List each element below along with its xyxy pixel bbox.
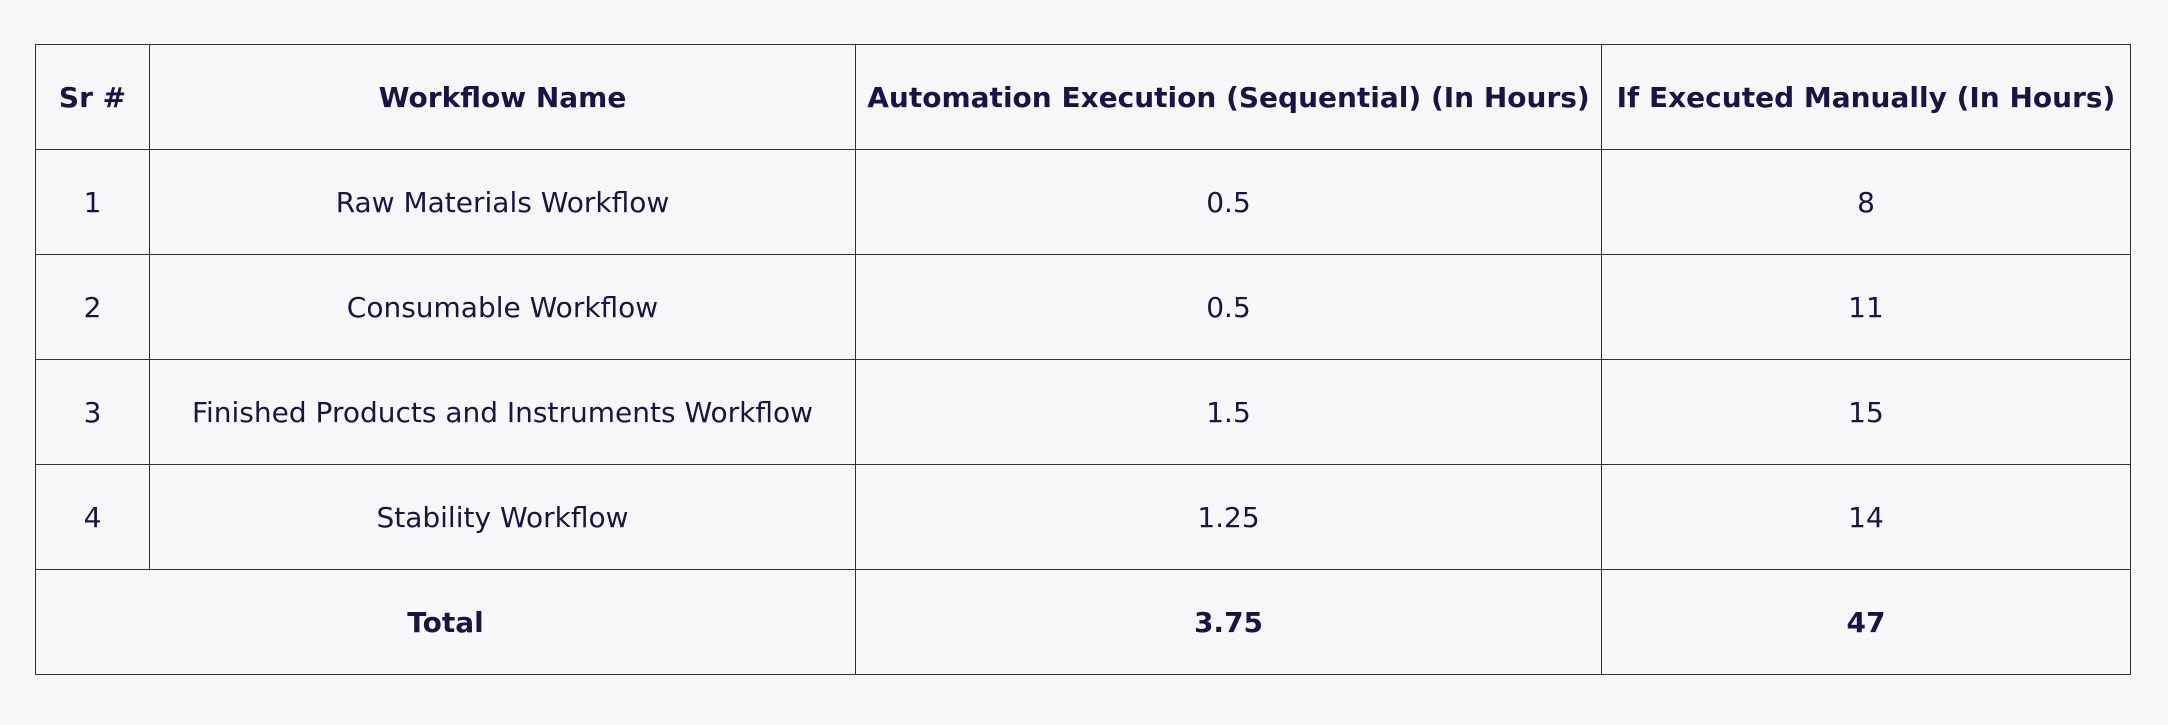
total-row: Total 3.75 47 xyxy=(35,569,2131,675)
table-cell: Consumable Workflow xyxy=(149,254,856,360)
table-row: 3 Finished Products and Instruments Workf… xyxy=(35,359,2131,465)
header-row: Sr # Workflow Name Automation Execution (S… xyxy=(35,44,2131,150)
table-header: Sr # Workflow Name Automation Execution (S… xyxy=(35,44,2131,150)
table-cell: 1.25 xyxy=(855,464,1602,570)
header-cell: Sr # xyxy=(35,44,150,150)
table-cell: 15 xyxy=(1601,359,2131,465)
table-cell: Stability Workflow xyxy=(149,464,856,570)
header-cell: If Executed Manually (In Hours) xyxy=(1601,44,2131,150)
table-body: 1 Raw Materials Workflow 0.5 8 2 Consumable W… xyxy=(35,149,2131,675)
total-manual: 47 xyxy=(1601,569,2131,675)
table-cell: 1 xyxy=(35,149,150,255)
table-cell: 0.5 xyxy=(855,254,1602,360)
table-cell: 1.5 xyxy=(855,359,1602,465)
table-cell: 4 xyxy=(35,464,150,570)
table-row: 2 Consumable Workflow 0.5 11 xyxy=(35,254,2131,360)
total-automation: 3.75 xyxy=(855,569,1602,675)
table-row: 4 Stability Workflow 1.25 14 xyxy=(35,464,2131,570)
table-row: 1 Raw Materials Workflow 0.5 8 xyxy=(35,149,2131,255)
header-cell: Automation Execution (Sequential) (In Ho… xyxy=(855,44,1602,150)
workflow-table: Sr # Workflow Name Automation Execution (S… xyxy=(35,44,2131,675)
table-cell: Finished Products and Instruments Workfl… xyxy=(149,359,856,465)
table-cell: 8 xyxy=(1601,149,2131,255)
table-cell: Raw Materials Workflow xyxy=(149,149,856,255)
total-label: Total xyxy=(35,569,856,675)
table-cell: 3 xyxy=(35,359,150,465)
table-cell: 2 xyxy=(35,254,150,360)
header-cell: Workflow Name xyxy=(149,44,856,150)
table-cell: 11 xyxy=(1601,254,2131,360)
table-cell: 14 xyxy=(1601,464,2131,570)
table-cell: 0.5 xyxy=(855,149,1602,255)
